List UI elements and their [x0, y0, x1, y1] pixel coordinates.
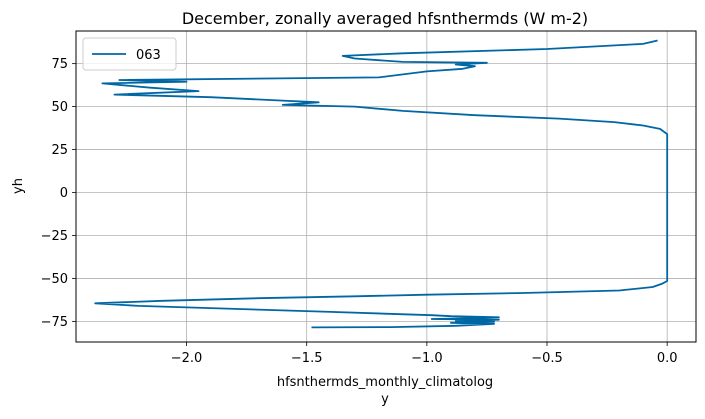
chart-title: December, zonally averaged hfsnthermds (… [182, 9, 588, 28]
y-tick-label: 25 [51, 143, 68, 158]
y-tick-label: 0 [60, 186, 68, 201]
y-axis-label: yh [11, 178, 26, 194]
y-tick-label: 75 [51, 57, 68, 72]
y-tick-label: −25 [41, 229, 68, 244]
y-tick-label: −75 [41, 315, 68, 330]
x-tick-label: 0.0 [657, 351, 678, 366]
series-line-063 [94, 39, 669, 329]
x-tick-label: −1.0 [411, 351, 443, 366]
x-tick-label: −0.5 [531, 351, 563, 366]
x-tick-label: −1.5 [291, 351, 323, 366]
plot-frame [75, 30, 697, 343]
y-tick-label: −50 [41, 272, 68, 287]
legend-box [82, 37, 177, 71]
x-axis-label: hfsnthermds_monthly_climatolog y [277, 375, 493, 407]
legend: 063 [82, 37, 177, 71]
axis-ticks: −2.0 −1.5 −1.0 −0.5 0.0 −75 −50 −25 0 25 50 75 [41, 57, 678, 366]
legend-label: 063 [136, 48, 161, 63]
y-tick-label: 50 [51, 100, 68, 115]
series-layer [94, 39, 669, 329]
x-tick-label: −2.0 [171, 351, 203, 366]
